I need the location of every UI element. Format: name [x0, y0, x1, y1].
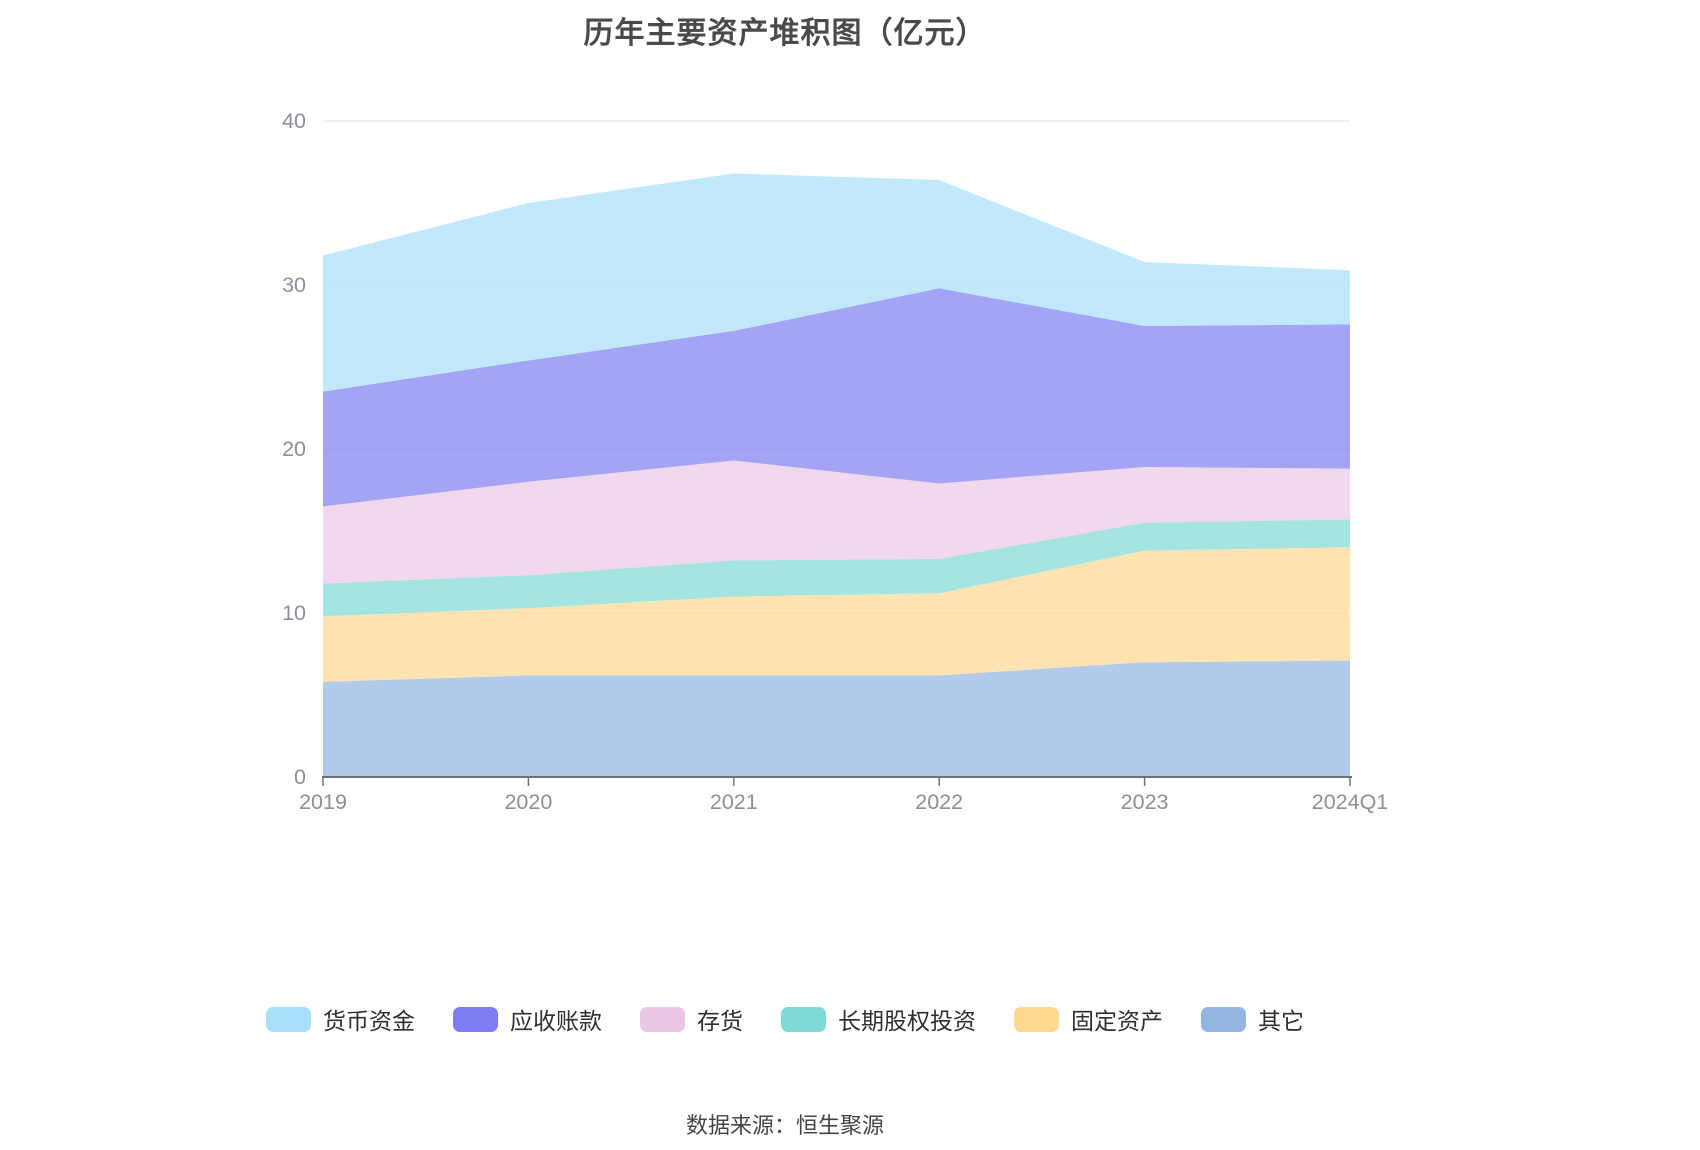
legend-item-inventory[interactable]: 存货	[640, 1002, 743, 1036]
legend-label-inventory: 存货	[697, 1008, 743, 1034]
legend-swatch-inventory	[640, 1006, 685, 1032]
y-axis-label-20: 20	[282, 437, 306, 461]
area-series-long-term-equity-investment	[323, 519, 1350, 617]
area-series-fixed-assets	[323, 547, 1350, 682]
area-series-inventory	[323, 460, 1350, 584]
data-source-note: 数据来源：恒生聚源	[685, 1113, 884, 1138]
chart-legend: 货币资金 应收账款 存货 长期股权投资 固定资产 其它	[0, 1002, 1570, 1036]
legend-item-monetary-funds[interactable]: 货币资金	[266, 1002, 415, 1036]
chart-title: 历年主要资产堆积图（亿元）	[583, 17, 987, 50]
x-axis-label-2024Q1: 2024Q1	[1312, 790, 1389, 814]
legend-label-others: 其它	[1258, 1008, 1304, 1034]
y-axis-label-0: 0	[294, 765, 306, 789]
legend-label-monetary-funds: 货币资金	[323, 1008, 415, 1034]
x-axis-label-2019: 2019	[299, 790, 347, 814]
legend-swatch-others	[1201, 1006, 1246, 1032]
y-axis-label-30: 30	[282, 273, 306, 297]
legend-label-fixed-assets: 固定资产	[1071, 1008, 1163, 1034]
legend-item-long-term-equity-investment[interactable]: 长期股权投资	[781, 1002, 976, 1036]
legend-item-accounts-receivable[interactable]: 应收账款	[453, 1002, 602, 1036]
x-axis-label-2023: 2023	[1121, 790, 1169, 814]
legend-label-accounts-receivable: 应收账款	[510, 1008, 602, 1034]
legend-item-others[interactable]: 其它	[1201, 1002, 1304, 1036]
area-series-accounts-receivable	[323, 288, 1350, 507]
area-series-monetary-funds	[323, 173, 1350, 392]
y-axis-label-40: 40	[282, 109, 306, 133]
x-axis-label-2022: 2022	[915, 790, 963, 814]
legend-item-fixed-assets[interactable]: 固定资产	[1014, 1002, 1163, 1036]
x-axis-label-2020: 2020	[504, 790, 552, 814]
y-axis-label-10: 10	[282, 601, 306, 625]
x-axis-label-2021: 2021	[710, 790, 758, 814]
legend-label-long-term-equity-investment: 长期股权投资	[838, 1008, 976, 1034]
legend-swatch-accounts-receivable	[453, 1006, 498, 1032]
legend-swatch-monetary-funds	[266, 1006, 311, 1032]
legend-swatch-long-term-equity-investment	[781, 1006, 826, 1032]
area-series-others	[323, 660, 1350, 777]
legend-swatch-fixed-assets	[1014, 1006, 1059, 1032]
